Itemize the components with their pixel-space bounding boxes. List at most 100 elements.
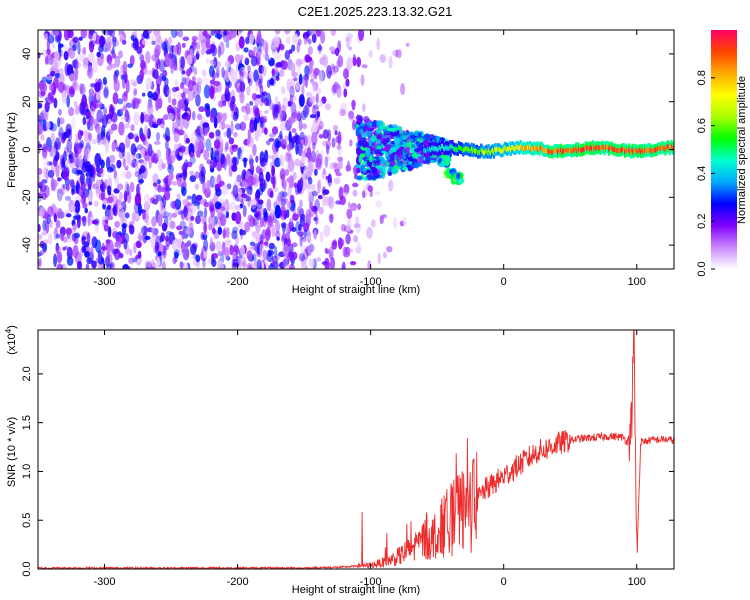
spectrogram-onset-cell <box>381 165 387 173</box>
spectrogram-noise-cell <box>138 234 144 241</box>
spectrogram-x-tick-label: -100 <box>360 276 382 288</box>
spectrogram-signal-core <box>458 145 461 151</box>
spectrogram-noise-cell <box>104 219 109 224</box>
spectrogram-noise-cell <box>47 96 52 104</box>
spectrogram-noise-cell <box>221 247 226 256</box>
spectrogram-noise-cell <box>240 193 248 198</box>
spectrogram-signal-core <box>667 144 670 149</box>
spectrogram-noise-cell <box>231 164 238 172</box>
spectrogram-noise-cell <box>288 158 295 173</box>
spectrogram-noise-cell <box>156 257 161 268</box>
spectrogram-noise-cell <box>346 208 353 220</box>
spectrogram-signal-core <box>489 150 492 156</box>
spectrogram-noise-cell <box>63 51 69 61</box>
spectrogram-noise-cell <box>254 258 262 268</box>
spectrogram-noise-cell <box>100 136 108 144</box>
spectrogram-noise-cell <box>332 124 339 132</box>
spectrogram-onset-cell <box>371 175 378 180</box>
spectrogram-noise-cell <box>141 39 148 46</box>
spectrogram-signal-core <box>580 147 583 153</box>
spectrogram-onset-cell <box>376 153 382 157</box>
spectrogram-noise-cell <box>291 44 296 52</box>
spectrogram-noise-cell <box>171 181 178 186</box>
spectrogram-noise-cell <box>381 214 387 219</box>
spectrogram-noise-cell <box>316 257 322 262</box>
spectrogram-noise-cell <box>65 166 70 177</box>
spectrogram-noise-cell <box>221 67 225 78</box>
spectrogram-noise-cell <box>90 105 96 116</box>
spectrogram-noise-cell <box>271 68 275 77</box>
spectrogram-signal-core <box>638 147 641 153</box>
spectrogram-signal-core <box>515 144 518 150</box>
spectrogram-noise-cell <box>256 259 262 269</box>
spectrogram-noise-cell <box>272 258 276 269</box>
spectrogram-noise-cell <box>82 215 87 227</box>
spectrogram-signal-core <box>672 145 674 151</box>
spectrogram-onset-cell <box>375 129 382 135</box>
spectrogram-noise-cell <box>251 92 258 101</box>
spectrogram-noise-cell <box>54 137 61 151</box>
spectrogram-noise-cell <box>53 207 59 212</box>
spectrogram-noise-cell <box>81 94 88 109</box>
spectrogram-y-ticks: -40 -20 0 20 40 <box>21 48 674 253</box>
spectrogram-noise-cell <box>130 124 135 132</box>
colorbar-tick-label: 0.8 <box>696 70 708 85</box>
spectrogram-noise-cell <box>58 131 63 137</box>
spectrogram-noise-cell <box>94 225 100 234</box>
spectrogram-signal-core <box>618 148 621 154</box>
spectrogram-signal-core <box>642 149 645 155</box>
spectrogram-noise-cell <box>100 246 108 251</box>
spectrogram-noise-cell <box>343 88 348 98</box>
spectrogram-signal-core <box>439 146 442 152</box>
spectrogram-onset-cell <box>402 166 409 171</box>
spectrogram-noise-cell <box>103 85 109 100</box>
spectrogram-noise-cell <box>138 179 145 184</box>
spectrogram-signal-core <box>573 147 576 153</box>
spectrogram-signal-core <box>643 147 646 152</box>
spectrogram-noise-cell <box>111 141 116 152</box>
spectrogram-noise-cell <box>38 80 45 91</box>
spectrogram-noise-cell <box>251 231 257 238</box>
spectrogram-noise-cell <box>50 95 55 103</box>
spectrogram-noise-cell <box>268 133 276 138</box>
spectrogram-noise-cell <box>124 164 130 170</box>
spectrogram-noise-cell <box>196 41 201 51</box>
spectrogram-noise-cell <box>114 176 120 185</box>
spectrogram-noise-cell <box>177 247 185 256</box>
spectrogram-noise-cell <box>272 175 276 190</box>
spectrogram-noise-cell <box>143 201 151 211</box>
spectrogram-noise-cell <box>225 239 232 246</box>
spectrogram-noise-cell <box>55 30 60 36</box>
spectrogram-noise-cell <box>96 51 101 58</box>
spectrogram-noise-cell <box>129 181 135 193</box>
spectrogram-noise-cell <box>38 224 41 233</box>
spectrogram-noise-cell <box>249 50 253 56</box>
spectrogram-onset-cell <box>365 169 372 174</box>
spectrogram-noise-cell <box>63 83 67 91</box>
spectrogram-signal-core <box>566 148 569 154</box>
spectrogram-signal-core <box>578 147 581 152</box>
spectrogram-noise-cell <box>91 138 97 145</box>
spectrogram-x-axis-label: Height of straight line (km) <box>292 284 420 296</box>
spectrogram-noise-cell <box>271 224 276 238</box>
spectrogram-noise-cell <box>280 120 287 131</box>
spectrogram-noise-cell <box>261 115 268 123</box>
spectrogram-noise-cell <box>50 132 55 145</box>
spectrogram-noise-cell <box>240 54 244 61</box>
spectrogram-noise-cell <box>307 245 312 255</box>
spectrogram-noise-cell <box>106 204 112 210</box>
spectrogram-noise-cell <box>198 106 205 113</box>
spectrogram-noise-cell <box>137 250 142 259</box>
spectrogram-noise-cell <box>106 65 113 71</box>
spectrogram-noise-cell <box>169 200 177 209</box>
spectrogram-noise-cell <box>62 131 67 141</box>
spectrogram-signal-core <box>583 147 586 152</box>
spectrogram-noise-cell <box>152 68 159 80</box>
spectrogram-noise-cell <box>97 131 104 141</box>
spectrogram-signal-core <box>572 147 575 153</box>
spectrogram-signal-core <box>466 147 469 153</box>
spectrogram-noise-cell <box>66 246 73 260</box>
spectrogram-noise-cell <box>289 85 295 98</box>
spectrogram-noise-cell <box>122 105 128 111</box>
spectrogram-noise-cell <box>105 156 111 170</box>
